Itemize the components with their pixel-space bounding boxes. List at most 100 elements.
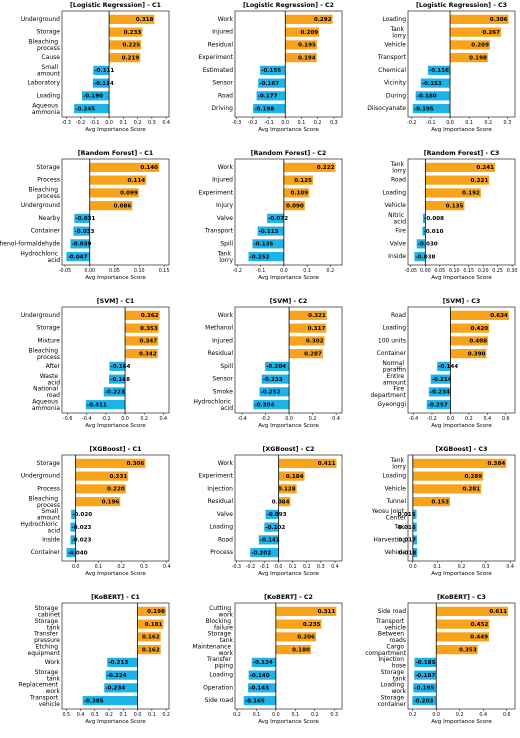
category-label: Vehicle [385,202,407,209]
value-label: -0.213 [108,660,128,666]
category-label: Operation [203,684,233,691]
plot-frame [61,306,170,414]
x-tick-label: -0.05 [405,268,417,274]
x-tick-label: 0.3 [504,120,512,126]
category-label: Hydrochloric acid [193,398,233,411]
value-label: -0.040 [68,550,88,556]
value-label: 0.017 [398,538,416,544]
value-label: 0.128 [278,487,296,493]
bar [109,374,126,384]
x-tick-label: 0.0 [105,120,113,126]
value-label: -0.124 [253,660,273,666]
category-label: Road [391,177,406,184]
value-label: -0.224 [107,673,127,679]
category-label: Loading work [380,681,406,694]
category-label: Work [218,16,234,23]
x-tick-label: 0.2 [233,712,241,718]
bar [275,645,311,655]
value-label: -0.135 [253,242,273,248]
value-label: 0.221 [471,178,489,184]
bar [75,471,129,481]
category-label: Hydrochloric acid [20,520,60,533]
x-tick-label: 0.2 [117,564,125,570]
bar [437,361,451,371]
x-tick-label: 0.2 [465,416,473,422]
bar [75,497,121,507]
x-tick-label: 0.6 [502,416,510,422]
category-label: Transport [377,54,407,61]
category-label: Container [377,350,407,357]
bar [289,323,327,333]
category-label: Spill [220,363,233,370]
value-label: -0.023 [71,525,91,531]
category-label: Injection [207,485,233,492]
bar [278,458,337,468]
bar [264,522,279,532]
bar [71,509,76,519]
plot-frame [234,602,343,710]
x-tick-label: 0.2 [484,120,492,126]
x-tick-label: 0.4 [332,416,340,422]
x-tick-label: -0.1 [256,268,265,274]
x-tick-label: -0.1 [260,564,269,570]
chart-title: [SVM] - C2 [270,298,307,305]
bar [137,645,161,655]
value-label: 0.384 [488,461,506,467]
chart-title: [SVM] - C1 [97,298,134,305]
category-label: Road [218,92,233,99]
x-axis-label: Avg Importance Score [258,275,319,281]
category-label: Loading [382,189,406,196]
bar [243,696,276,706]
value-label: 0.222 [317,165,335,171]
category-label: Aqueous ammonia [32,102,61,115]
category-label: Mixture [37,337,60,344]
x-tick-label: -0.3 [232,564,241,570]
x-tick-label: -0.4 [237,416,246,422]
value-label: -0.233 [263,377,283,383]
value-label: 0.311 [318,609,336,615]
bar [283,201,305,211]
category-label: Transport [204,228,234,235]
value-label: -0.202 [251,550,271,556]
category-label: Small amount [37,64,61,77]
category-label: Underground [21,473,60,480]
category-label: Cargo compartment [365,643,406,656]
value-label: 0.362 [141,313,159,319]
value-label: -0.185 [415,660,435,666]
value-label: 0.353 [140,326,158,332]
category-label: Taxi [393,524,406,531]
bar [253,400,290,410]
bar [256,91,286,101]
bar [82,696,138,706]
x-tick-label: 0.2 [303,564,311,570]
category-label: Underground [21,16,60,23]
value-label: 0.235 [303,622,321,628]
category-label: Loading [209,672,233,679]
bar [425,175,490,185]
bar [412,497,451,507]
category-label: Valve [217,511,234,518]
bar [248,670,276,680]
value-label: -0.198 [254,106,274,112]
value-label: 0.018 [399,550,417,556]
value-label: 0.449 [470,635,488,641]
bar [430,374,451,384]
x-tick-label: 0.4 [159,416,167,422]
plot-frame [407,10,516,118]
value-label: -0.030 [418,242,438,248]
value-label: 0.408 [469,339,487,345]
value-label: 0.321 [308,313,326,319]
x-tick-label: 0.1 [253,712,261,718]
value-label: 0.289 [464,474,482,480]
category-label: Between roads [378,630,406,643]
x-tick-label: 0.1 [303,268,311,274]
bar [436,632,490,642]
bar [109,14,155,24]
bar [416,239,426,249]
x-axis-label: Avg Importance Score [431,127,492,133]
bar [109,40,142,50]
x-tick-label: 0.6 [503,712,511,718]
value-label: -0.111 [94,68,114,74]
value-label: 0.241 [476,165,494,171]
value-label: 0.347 [140,339,158,345]
